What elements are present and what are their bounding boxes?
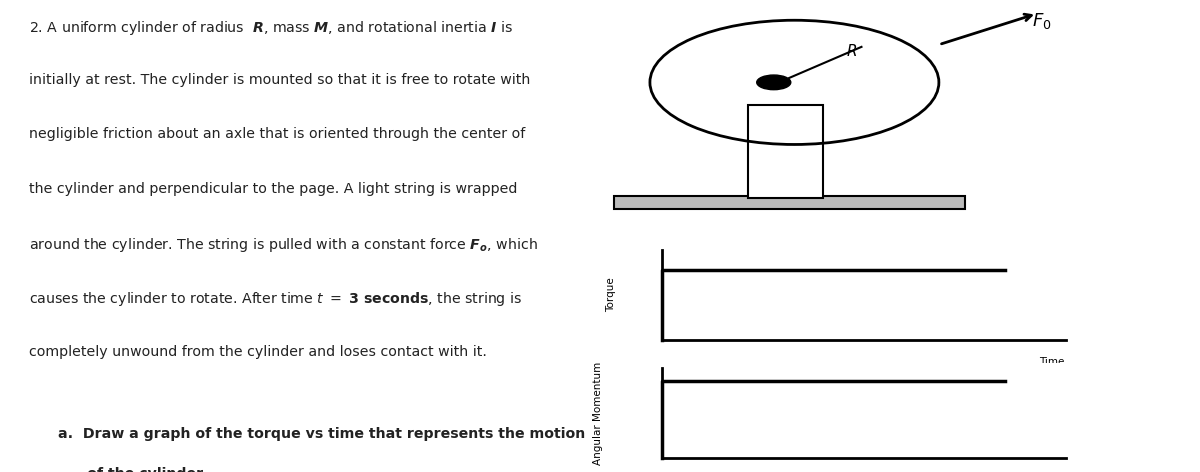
Text: around the cylinder. The string is pulled with a constant force $\bfit{F_o}$, wh: around the cylinder. The string is pulle… — [29, 236, 538, 254]
Text: causes the cylinder to rotate. After time $t$ $=$ $\mathbf{3}$ $\mathbf{seconds}: causes the cylinder to rotate. After tim… — [29, 290, 522, 308]
Text: a.  Draw a graph of the torque vs time that represents the motion: a. Draw a graph of the torque vs time th… — [58, 427, 586, 441]
Text: Angular Momentum: Angular Momentum — [593, 362, 602, 464]
Text: $R$: $R$ — [846, 43, 857, 59]
Text: completely unwound from the cylinder and loses contact with it.: completely unwound from the cylinder and… — [29, 345, 487, 359]
Text: Time: Time — [1039, 357, 1064, 367]
Bar — [748, 105, 823, 198]
Text: initially at rest. The cylinder is mounted so that it is free to rotate with: initially at rest. The cylinder is mount… — [29, 73, 530, 87]
Text: of the cylinder.: of the cylinder. — [58, 467, 206, 472]
Text: 2. A uniform cylinder of radius  $\bfit{R}$, mass $\bfit{M}$, and rotational ine: 2. A uniform cylinder of radius $\bfit{R… — [29, 19, 514, 37]
Text: negligible friction about an axle that is oriented through the center of: negligible friction about an axle that i… — [29, 127, 526, 142]
Circle shape — [757, 75, 791, 90]
Text: Torque: Torque — [606, 278, 616, 312]
Text: the cylinder and perpendicular to the page. A light string is wrapped: the cylinder and perpendicular to the pa… — [29, 182, 517, 196]
Text: $F_0$: $F_0$ — [1032, 11, 1051, 31]
Bar — [613, 195, 965, 209]
